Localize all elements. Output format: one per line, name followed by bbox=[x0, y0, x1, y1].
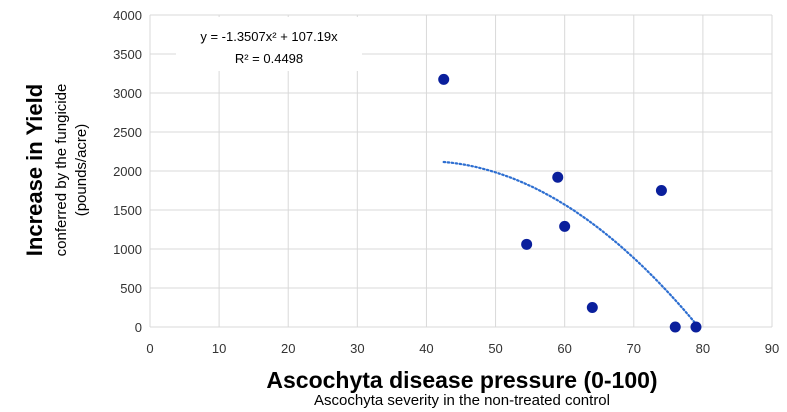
x-tick-label: 50 bbox=[488, 341, 502, 356]
data-point bbox=[690, 321, 702, 333]
x-tick-labels: 0 10 20 30 40 50 60 70 80 90 bbox=[146, 341, 779, 356]
y-tick-labels: 0 500 1000 1500 2000 2500 3000 3500 4000 bbox=[113, 8, 142, 335]
x-tick-label: 60 bbox=[557, 341, 571, 356]
data-point bbox=[655, 185, 667, 196]
trend-r-squared: R² = 0.4498 bbox=[235, 51, 303, 66]
x-tick-label: 0 bbox=[146, 341, 153, 356]
trendline bbox=[442, 160, 698, 326]
y-tick-label: 3500 bbox=[113, 47, 142, 62]
x-tick-label: 10 bbox=[212, 341, 226, 356]
grid bbox=[149, 14, 773, 328]
y-tick-label: 1500 bbox=[113, 203, 142, 218]
y-tick-label: 3000 bbox=[113, 86, 142, 101]
x-tick-label: 70 bbox=[627, 341, 641, 356]
y-tick-label: 2000 bbox=[113, 164, 142, 179]
data-point bbox=[521, 238, 533, 250]
y-tick-label: 4000 bbox=[113, 8, 142, 23]
data-point bbox=[669, 321, 681, 333]
x-tick-label: 90 bbox=[765, 341, 779, 356]
x-tick-label: 30 bbox=[350, 341, 364, 356]
trendline-curve bbox=[442, 160, 698, 326]
data-point bbox=[586, 302, 598, 313]
y-tick-label: 0 bbox=[135, 320, 142, 335]
x-tick-label: 40 bbox=[419, 341, 433, 356]
y-tick-label: 1000 bbox=[113, 242, 142, 257]
x-tick-label: 20 bbox=[281, 341, 295, 356]
x-axis-subtitle: Ascochyta severity in the non-treated co… bbox=[314, 392, 610, 409]
data-points bbox=[438, 73, 702, 333]
y-tick-label: 2500 bbox=[113, 125, 142, 140]
trend-equation: y = -1.3507x² + 107.19x bbox=[200, 29, 338, 44]
data-point bbox=[559, 220, 571, 232]
y-axis-subtitle-2: (pounds/acre) bbox=[73, 124, 90, 217]
y-axis-title: Increase in Yield bbox=[22, 84, 47, 256]
y-tick-label: 500 bbox=[120, 281, 142, 296]
y-axis-subtitle-1: conferred by the fungicide bbox=[53, 84, 70, 257]
data-point bbox=[552, 171, 564, 183]
x-tick-label: 80 bbox=[696, 341, 710, 356]
x-axis-title: Ascochyta disease pressure (0-100) bbox=[266, 367, 657, 393]
data-point bbox=[438, 73, 450, 85]
equation-box: y = -1.3507x² + 107.19x R² = 0.4498 bbox=[176, 17, 362, 71]
